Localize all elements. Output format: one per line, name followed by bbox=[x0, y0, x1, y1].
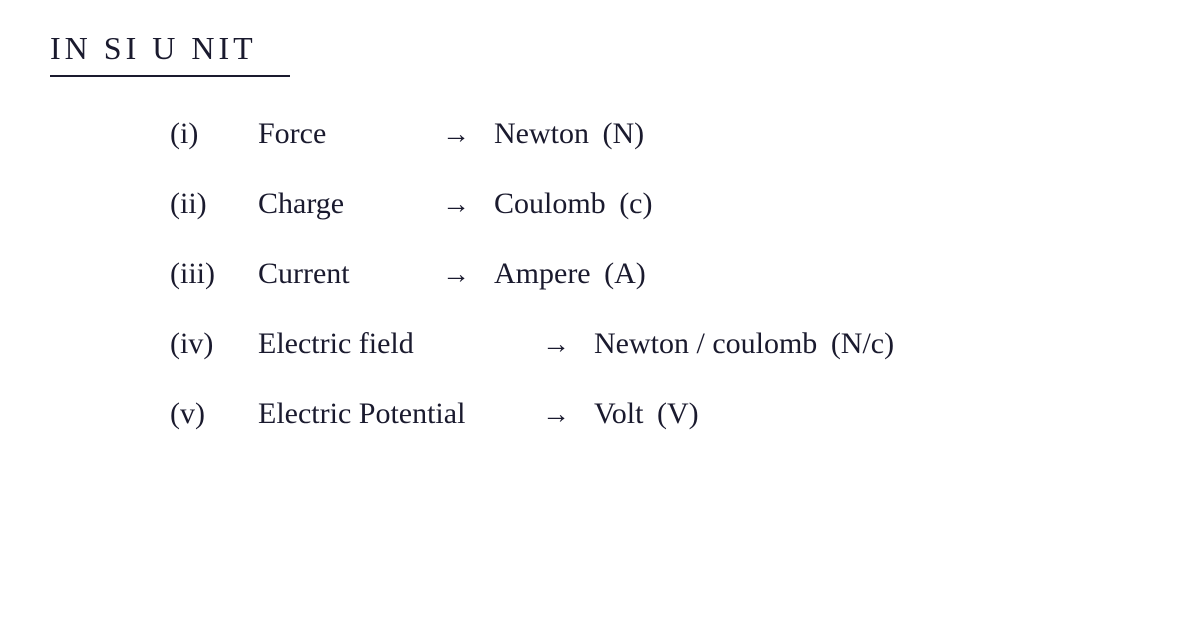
list-item: (ii) Charge → Coulomb (c) bbox=[170, 187, 1160, 221]
unit-name: Volt bbox=[594, 397, 643, 430]
unit-abbr: (V) bbox=[657, 397, 699, 430]
arrow-icon: → bbox=[436, 119, 476, 151]
item-quantity: Current bbox=[258, 257, 418, 291]
list-item: (v) Electric Potential → Volt (V) bbox=[170, 397, 1160, 431]
item-unit: Volt (V) bbox=[594, 397, 699, 431]
unit-abbr: (A) bbox=[604, 257, 646, 290]
item-numeral: (iv) bbox=[170, 327, 240, 361]
list-item: (iii) Current → Ampere (A) bbox=[170, 257, 1160, 291]
item-numeral: (ii) bbox=[170, 187, 240, 221]
item-quantity: Electric field bbox=[258, 327, 518, 361]
page-heading: IN SI U NIT bbox=[40, 30, 1160, 67]
item-unit: Ampere (A) bbox=[494, 257, 646, 291]
unit-name: Ampere bbox=[494, 257, 591, 290]
list-item: (i) Force → Newton (N) bbox=[170, 117, 1160, 151]
arrow-icon: → bbox=[436, 189, 476, 221]
item-numeral: (i) bbox=[170, 117, 240, 151]
unit-name: Coulomb bbox=[494, 187, 606, 220]
arrow-icon: → bbox=[436, 259, 476, 291]
item-quantity: Force bbox=[258, 117, 418, 151]
arrow-icon: → bbox=[536, 329, 576, 361]
item-numeral: (iii) bbox=[170, 257, 240, 291]
heading-underline bbox=[50, 75, 290, 77]
unit-abbr: (c) bbox=[619, 187, 652, 220]
handwritten-page: IN SI U NIT (i) Force → Newton (N) (ii) … bbox=[0, 0, 1200, 497]
arrow-icon: → bbox=[536, 399, 576, 431]
item-numeral: (v) bbox=[170, 397, 240, 431]
list-item: (iv) Electric field → Newton / coulomb (… bbox=[170, 327, 1160, 361]
unit-abbr: (N) bbox=[602, 117, 644, 150]
unit-abbr: (N/c) bbox=[831, 327, 894, 360]
item-quantity: Charge bbox=[258, 187, 418, 221]
item-quantity: Electric Potential bbox=[258, 397, 518, 431]
unit-list: (i) Force → Newton (N) (ii) Charge → Cou… bbox=[40, 117, 1160, 431]
unit-name: Newton / coulomb bbox=[594, 327, 817, 360]
item-unit: Newton / coulomb (N/c) bbox=[594, 327, 894, 361]
unit-name: Newton bbox=[494, 117, 589, 150]
item-unit: Coulomb (c) bbox=[494, 187, 652, 221]
item-unit: Newton (N) bbox=[494, 117, 644, 151]
